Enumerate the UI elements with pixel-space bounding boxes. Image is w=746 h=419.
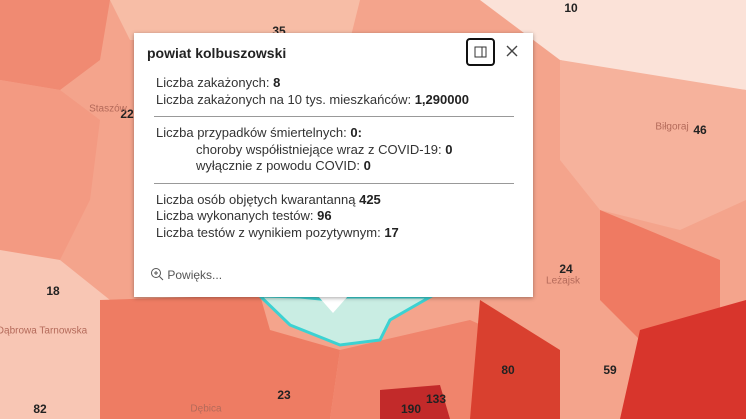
- popup-pointer: [318, 296, 348, 313]
- zoom-link[interactable]: Powięks...: [150, 267, 222, 282]
- map-label: 82: [33, 402, 47, 416]
- region: [0, 0, 110, 90]
- close-button[interactable]: [504, 43, 520, 59]
- region: [380, 385, 450, 419]
- field: choroby współistniejące wraz z COVID-19:…: [156, 142, 512, 159]
- field-label: Liczba testów z wynikiem pozytywnym:: [156, 224, 381, 240]
- region: [100, 295, 340, 419]
- field-label: Liczba osób objętych kwarantanną: [156, 191, 356, 207]
- region: [560, 60, 746, 230]
- map-label: 23: [277, 388, 291, 402]
- map-label: 190: [401, 402, 421, 416]
- region: [0, 250, 110, 419]
- popup: powiat kolbuszowski Liczba zakażonych: 8…: [134, 33, 533, 297]
- map-label: 133: [426, 392, 446, 406]
- field-value: 425: [359, 191, 381, 207]
- map-label: 59: [603, 363, 617, 377]
- field: Liczba testów z wynikiem pozytywnym: 17: [156, 225, 512, 242]
- map-label: 46: [693, 123, 707, 137]
- field-label: Liczba przypadków śmiertelnych:: [156, 125, 347, 140]
- field: Liczba przypadków śmiertelnych: 0:: [156, 125, 512, 142]
- region: [600, 210, 720, 340]
- field: Liczba zakażonych: 8: [156, 75, 512, 92]
- map-label: 10: [564, 1, 578, 15]
- region: [480, 0, 746, 90]
- field-label: choroby współistniejące wraz z COVID-19:: [196, 141, 442, 157]
- field-value: 96: [317, 208, 332, 223]
- field-value: 17: [384, 224, 399, 240]
- field-value: 1,290000: [414, 91, 469, 107]
- field-value: 0:: [350, 125, 362, 140]
- popup-title: powiat kolbuszowski: [147, 45, 287, 61]
- field: Liczba zakażonych na 10 tys. mieszkańców…: [156, 92, 512, 109]
- field-value: 8: [273, 75, 281, 90]
- field-label: Liczba zakażonych:: [156, 75, 270, 90]
- selected-county[interactable]: [256, 294, 436, 347]
- field: Liczba osób objętych kwarantanną 425: [156, 192, 512, 209]
- field-value: 0: [445, 141, 453, 157]
- region: [620, 300, 746, 419]
- map-label: 18: [46, 284, 60, 298]
- field-value: 0: [363, 158, 371, 173]
- map-label: 22: [120, 107, 134, 121]
- divider: [154, 116, 514, 117]
- map-label: 80: [501, 363, 515, 377]
- divider: [154, 182, 514, 184]
- town-label: Staszów: [89, 104, 128, 115]
- town-label: Dębica: [190, 404, 222, 415]
- dock-button[interactable]: [466, 38, 495, 66]
- field: Liczba wykonanych testów: 96: [156, 208, 512, 225]
- field-label: Liczba wykonanych testów:: [156, 208, 314, 223]
- popup-body: Liczba zakażonych: 8 Liczba zakażonych n…: [154, 75, 514, 242]
- field: wyłącznie z powodu COVID: 0: [156, 158, 512, 175]
- field-label: wyłącznie z powodu COVID:: [196, 158, 361, 173]
- town-label: Dąbrowa Tarnowska: [0, 326, 88, 337]
- town-label: Leżajsk: [546, 276, 581, 287]
- zoom-icon: [151, 268, 164, 281]
- town-label: Biłgoraj: [655, 122, 688, 133]
- map-label: 24: [559, 262, 573, 276]
- region: [110, 0, 360, 40]
- region: [0, 80, 100, 260]
- field-label: Liczba zakażonych na 10 tys. mieszkańców…: [156, 91, 412, 107]
- zoom-label: Powięks...: [167, 268, 223, 282]
- dock-icon: [474, 46, 487, 58]
- region: [470, 300, 560, 419]
